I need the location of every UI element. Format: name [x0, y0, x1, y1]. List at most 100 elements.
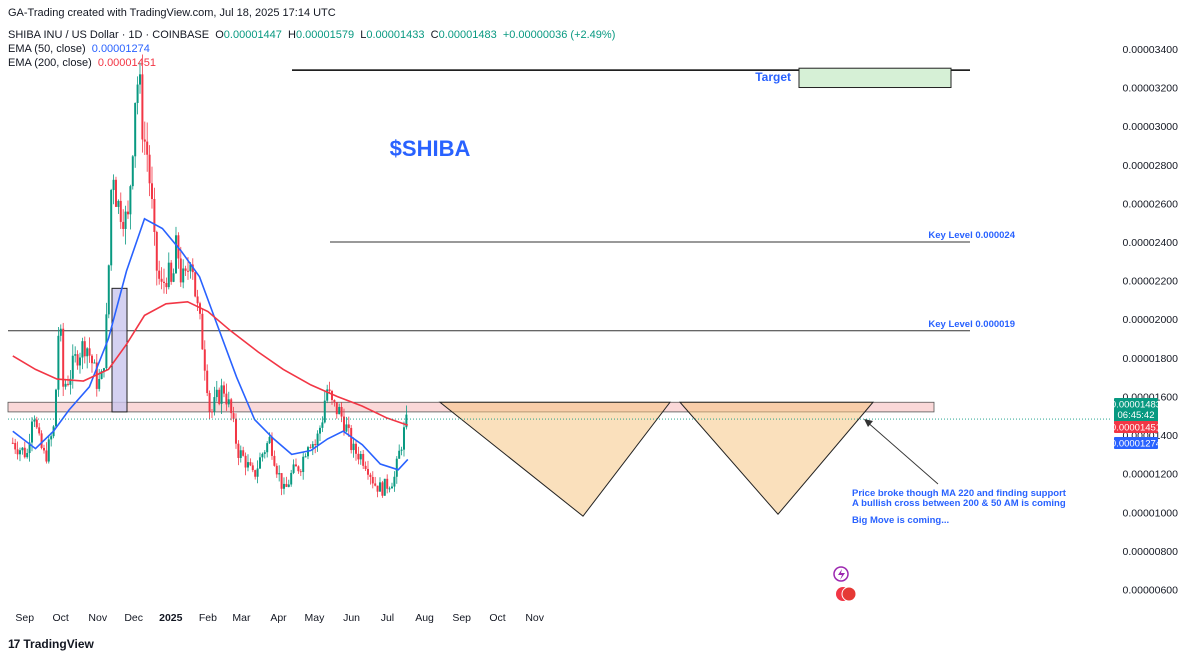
ema50-label: EMA (50, close) [8, 43, 86, 55]
candle-body [323, 400, 326, 423]
candle-body [33, 419, 36, 422]
candle-body [203, 349, 206, 371]
flag-event-icon-2[interactable] [841, 586, 857, 602]
candle-body [342, 416, 345, 432]
annotation-text: Price broke though MA 220 and finding su… [852, 488, 1067, 499]
candle-body [294, 464, 297, 467]
candle-body [38, 427, 41, 434]
candle-body [150, 183, 153, 199]
candle-body [122, 221, 125, 229]
candle-body [242, 450, 245, 456]
x-tick-label: Oct [489, 612, 505, 624]
candle-body [62, 328, 65, 387]
price-tag-countdown: 06:45:42 [1118, 410, 1155, 421]
candle-body [124, 211, 127, 229]
candle-body [40, 433, 43, 448]
candle-body [357, 453, 360, 460]
candle-body [110, 190, 113, 266]
candle-body [165, 282, 168, 288]
low-value: 0.00001433 [366, 29, 425, 41]
ema50-value: 0.00001274 [91, 43, 150, 55]
candle-body [81, 341, 84, 358]
x-tick-label: Apr [270, 612, 287, 624]
candle-body [131, 156, 134, 187]
candle-body [280, 473, 283, 489]
x-tick-label: Jun [343, 612, 360, 624]
candle-body [206, 370, 209, 394]
candle-body [102, 368, 105, 372]
y-tick-label: 0.00003200 [1123, 83, 1179, 95]
candle-body [345, 424, 348, 432]
breakout-highlight-box[interactable] [111, 287, 128, 413]
candle-body [136, 84, 139, 104]
candle-body [225, 393, 228, 405]
candle-body [249, 462, 252, 466]
y-tick-label: 0.00001200 [1123, 469, 1179, 481]
candle-body [314, 444, 317, 446]
candle-body [333, 400, 336, 403]
target-label: Target [755, 70, 791, 84]
candle-body [254, 470, 257, 477]
target-box[interactable] [798, 67, 952, 89]
candle-body [318, 427, 321, 434]
right-shoulder-pattern[interactable] [678, 401, 875, 516]
key-level-label: Key Level 0.000019 [928, 319, 1015, 330]
candle-body [196, 296, 199, 304]
y-tick-label: 0.00001800 [1123, 353, 1179, 365]
candle-body [266, 443, 269, 453]
candle-body [304, 456, 307, 458]
candle-body [402, 427, 405, 450]
price-change: +0.00000036 (+2.49%) [502, 29, 616, 41]
ema50-line[interactable] [12, 217, 409, 471]
candle-body [50, 436, 53, 440]
candle-body [218, 389, 221, 404]
candle-body [21, 447, 24, 451]
chart-created-caption: GA-Trading created with TradingView.com,… [8, 7, 336, 19]
x-tick-label: May [305, 612, 326, 624]
candle-body [143, 139, 146, 142]
high-label: H [288, 29, 296, 41]
candle-body [246, 462, 249, 468]
candle-body [359, 453, 362, 460]
ema200-line[interactable] [12, 300, 409, 426]
candle-body [129, 186, 132, 215]
candle-body [326, 389, 329, 401]
candle-body [393, 476, 396, 487]
candle-body [251, 465, 254, 471]
candle-body [11, 442, 14, 444]
candle-body [162, 281, 165, 283]
x-tick-label: Nov [88, 612, 107, 624]
candle-body [237, 443, 240, 458]
candle-body [386, 478, 389, 489]
symbol-name[interactable]: SHIBA INU / US Dollar · 1D · COINBASE [8, 29, 210, 41]
tradingview-branding: 17 TradingView [8, 637, 94, 651]
key-level-label: Key Level 0.000024 [928, 230, 1015, 241]
high-value: 0.00001579 [296, 29, 355, 41]
candle-body [208, 393, 211, 412]
candle-body [88, 348, 91, 356]
candle-body [350, 427, 353, 451]
x-tick-label: Jul [381, 612, 394, 624]
candle-body [374, 483, 377, 486]
candle-body [285, 483, 288, 487]
candle-body [93, 362, 96, 364]
candle-body [258, 457, 261, 469]
x-tick-label: Sep [15, 612, 34, 624]
ema50-legend[interactable]: EMA (50, close) 0.00001274 [8, 42, 150, 56]
price-tag-value: 0.00001451 [1111, 423, 1161, 434]
candle-body [126, 211, 129, 215]
y-tick-label: 0.00000800 [1123, 546, 1179, 558]
candle-body [189, 264, 192, 272]
candle-body [321, 422, 324, 428]
y-tick-label: 0.00003400 [1123, 44, 1179, 56]
candle-body [155, 231, 158, 271]
candle-body [395, 458, 398, 477]
x-tick-label: Feb [199, 612, 217, 624]
annotation-arrowhead [864, 419, 873, 427]
left-shoulder-head-pattern[interactable] [438, 401, 672, 517]
ema200-legend[interactable]: EMA (200, close) 0.00001451 [8, 56, 156, 70]
candle-body [263, 452, 266, 454]
candle-body [186, 270, 189, 272]
y-tick-label: 0.00003000 [1123, 121, 1179, 133]
